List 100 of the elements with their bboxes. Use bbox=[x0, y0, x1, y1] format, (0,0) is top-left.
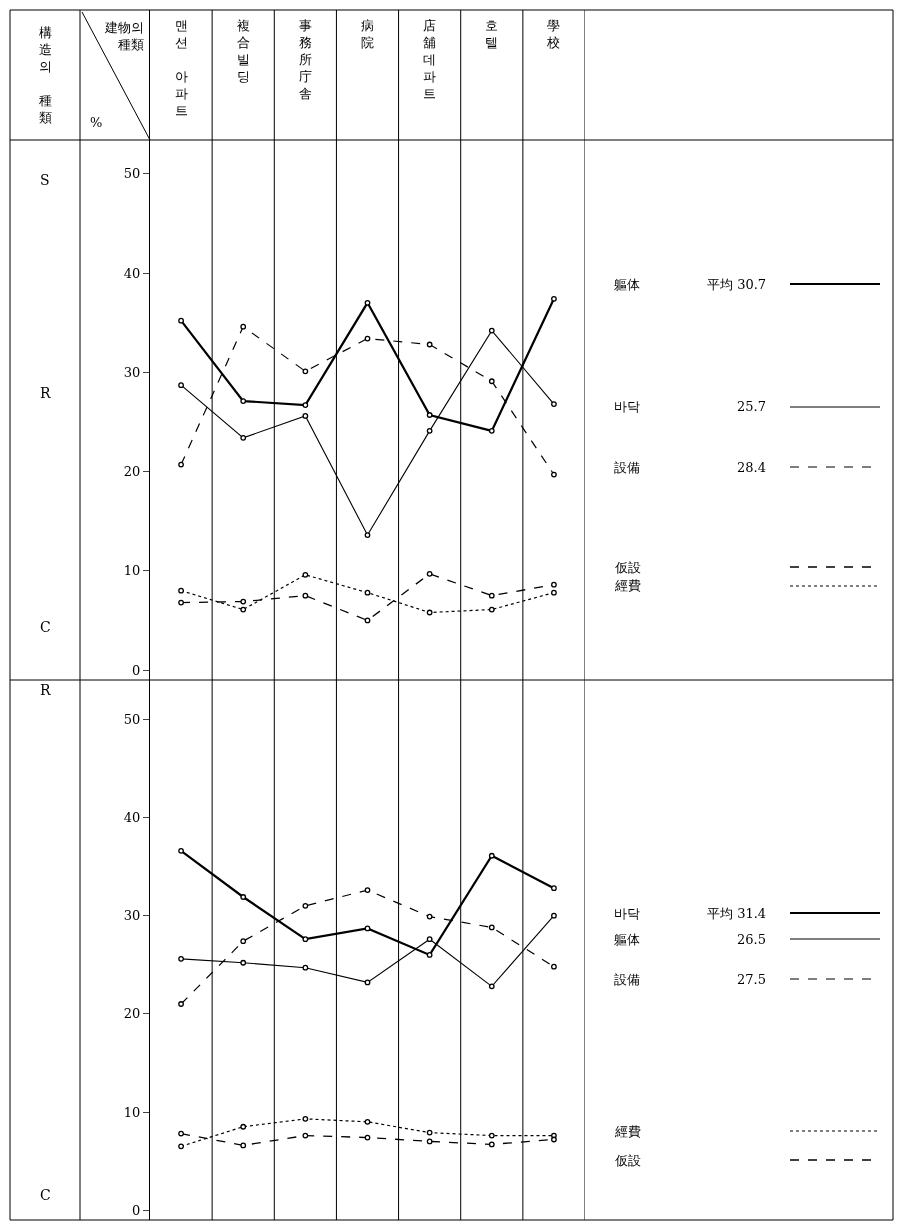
point bbox=[426, 341, 433, 348]
text: R bbox=[40, 682, 51, 698]
text: 設備 bbox=[614, 460, 640, 475]
point bbox=[240, 894, 247, 900]
point bbox=[488, 592, 495, 599]
point bbox=[364, 979, 371, 986]
point bbox=[240, 1142, 247, 1149]
point bbox=[551, 581, 557, 588]
point bbox=[364, 887, 371, 894]
x-tick-label: 호텔 bbox=[485, 18, 499, 50]
point bbox=[488, 1132, 495, 1139]
text: 仮設 bbox=[614, 1153, 641, 1168]
point bbox=[488, 427, 495, 434]
point bbox=[178, 1143, 184, 1150]
y-tick-label: 30 bbox=[123, 364, 141, 380]
text: 平均 31.4 bbox=[707, 906, 767, 921]
point bbox=[426, 1129, 433, 1136]
point bbox=[178, 955, 184, 962]
point bbox=[551, 471, 557, 478]
point bbox=[364, 1134, 371, 1141]
text: 軀体 bbox=[614, 932, 640, 947]
point bbox=[551, 589, 557, 596]
point bbox=[178, 382, 184, 389]
point bbox=[240, 959, 247, 966]
point bbox=[426, 412, 433, 418]
point bbox=[488, 327, 495, 334]
y-tick-label: 0 bbox=[132, 662, 141, 678]
text: 構造의 種類 bbox=[39, 25, 52, 125]
point bbox=[240, 434, 247, 441]
point bbox=[551, 963, 557, 970]
text: C bbox=[40, 619, 51, 635]
point bbox=[178, 317, 184, 324]
point bbox=[551, 912, 557, 919]
y-tick-label: 50 bbox=[123, 711, 141, 727]
point bbox=[178, 461, 184, 468]
point bbox=[178, 599, 184, 606]
point bbox=[302, 413, 309, 419]
y-tick-label: 10 bbox=[123, 1104, 141, 1120]
x-tick-label: 事務所庁舎 bbox=[298, 18, 312, 101]
point bbox=[551, 401, 557, 407]
text: 28.4 bbox=[737, 460, 766, 475]
y-tick-label: 20 bbox=[123, 1006, 141, 1022]
y-tick-label: 40 bbox=[123, 810, 141, 825]
point bbox=[302, 1115, 309, 1122]
point bbox=[302, 1132, 309, 1139]
point bbox=[426, 1138, 433, 1145]
point bbox=[364, 335, 371, 342]
text: 26.5 bbox=[737, 932, 766, 947]
y-tick-label: 20 bbox=[123, 464, 141, 480]
point bbox=[302, 592, 309, 599]
point bbox=[178, 1130, 184, 1137]
point bbox=[426, 952, 433, 958]
point bbox=[488, 606, 495, 613]
point bbox=[426, 913, 433, 920]
point bbox=[178, 587, 184, 594]
text: S bbox=[40, 172, 50, 188]
x-tick-label: 店舖데파트 bbox=[423, 18, 437, 101]
text: 軀体 bbox=[614, 277, 640, 292]
point bbox=[551, 885, 557, 892]
text: C bbox=[40, 1187, 51, 1203]
text: 27.5 bbox=[737, 972, 766, 987]
point bbox=[488, 924, 495, 931]
point bbox=[488, 378, 495, 385]
point bbox=[364, 617, 371, 624]
point bbox=[488, 1141, 495, 1148]
y-tick-label: 0 bbox=[132, 1202, 141, 1218]
point bbox=[426, 936, 433, 943]
y-tick-label: 10 bbox=[123, 563, 141, 579]
point bbox=[364, 1118, 371, 1125]
point bbox=[426, 427, 433, 434]
point bbox=[426, 570, 433, 577]
point bbox=[302, 571, 309, 578]
x-tick-label: 病院 bbox=[361, 18, 374, 50]
point bbox=[240, 323, 247, 330]
point bbox=[302, 936, 309, 943]
point bbox=[364, 299, 371, 306]
point bbox=[302, 368, 309, 375]
point bbox=[240, 598, 247, 605]
point bbox=[302, 902, 309, 909]
point bbox=[364, 925, 371, 932]
text: 바닥 bbox=[614, 399, 640, 414]
y-tick-label: 50 bbox=[123, 166, 141, 182]
y-tick-label: 30 bbox=[123, 908, 141, 924]
point bbox=[302, 964, 309, 971]
point bbox=[178, 1001, 184, 1007]
point bbox=[178, 847, 184, 854]
x-axis-title: 建物의 種類 bbox=[104, 20, 144, 52]
x-tick-label: 學校 bbox=[546, 18, 561, 50]
x-tick-label: 複合빌딩 bbox=[236, 18, 250, 84]
point bbox=[240, 398, 247, 404]
text: 平均 30.7 bbox=[707, 277, 767, 292]
text: 經費 bbox=[614, 1124, 641, 1139]
text: 25.7 bbox=[737, 399, 766, 414]
point bbox=[551, 1136, 557, 1143]
point bbox=[240, 606, 247, 613]
point bbox=[240, 1123, 247, 1130]
text: 바닥 bbox=[614, 906, 640, 921]
point bbox=[302, 402, 309, 408]
y-tick-label: 40 bbox=[123, 265, 141, 281]
y-axis-title: % bbox=[90, 115, 103, 130]
